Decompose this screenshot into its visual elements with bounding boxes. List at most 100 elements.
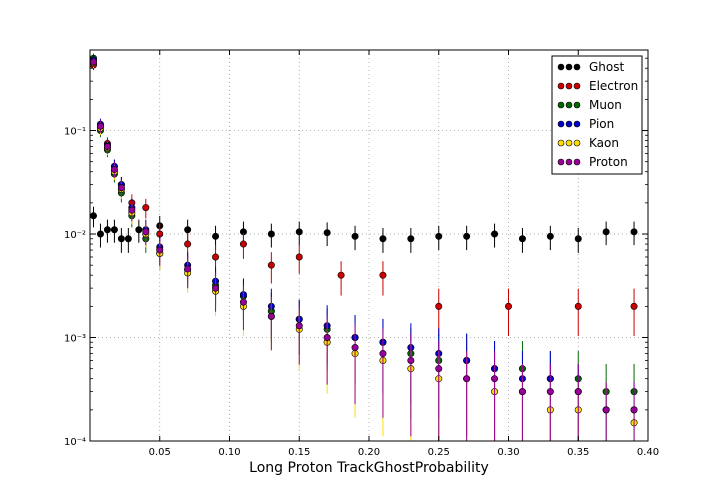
legend-marker	[565, 120, 573, 128]
data-point	[546, 232, 554, 240]
legend-marker	[573, 82, 581, 90]
data-point	[239, 298, 247, 306]
legend-marker	[557, 139, 565, 147]
data-point	[491, 230, 499, 238]
data-point	[463, 375, 471, 383]
legend-marker	[557, 158, 565, 166]
data-point	[295, 322, 303, 330]
x-tick-label: 0.25	[428, 447, 450, 458]
data-point	[351, 232, 359, 240]
data-point	[212, 253, 220, 261]
data-point	[379, 350, 387, 358]
data-point	[630, 302, 638, 310]
legend-marker	[565, 63, 573, 71]
data-point	[212, 284, 220, 292]
plot-area	[89, 53, 638, 441]
data-point	[184, 265, 192, 273]
legend-marker	[573, 120, 581, 128]
legend-label: Ghost	[589, 60, 624, 74]
data-point	[435, 302, 443, 310]
data-point	[135, 226, 143, 234]
data-point	[574, 235, 582, 243]
data-point	[407, 235, 415, 243]
data-point	[351, 344, 359, 352]
data-point	[574, 388, 582, 396]
legend-marker	[573, 158, 581, 166]
x-tick-label: 0.30	[497, 447, 519, 458]
data-point	[128, 206, 136, 214]
data-point	[184, 240, 192, 248]
legend-marker	[565, 158, 573, 166]
data-point	[267, 312, 275, 320]
legend-marker	[557, 63, 565, 71]
data-point	[518, 235, 526, 243]
data-point	[156, 246, 164, 254]
legend-marker	[557, 82, 565, 90]
data-point	[504, 302, 512, 310]
data-point	[337, 271, 345, 279]
y-tick-label: 10⁻²	[64, 230, 86, 241]
legend-marker	[565, 82, 573, 90]
legend-marker	[573, 101, 581, 109]
data-point	[89, 58, 97, 66]
series-ghost	[89, 206, 638, 253]
data-point	[110, 166, 118, 174]
data-point	[184, 226, 192, 234]
legend-marker	[573, 139, 581, 147]
series-proton	[89, 57, 638, 441]
data-point	[602, 228, 610, 236]
x-tick-label: 0.35	[567, 447, 589, 458]
data-point	[323, 229, 331, 237]
x-tick-label: 0.20	[358, 447, 380, 458]
axis-ticks: 0.05 0.10 0.15 0.20 0.25 0.30 0.35 0.40 10⁻⁴ 10⁻³…	[64, 50, 659, 458]
y-tick-label: 10⁻⁴	[64, 437, 86, 448]
data-point	[491, 375, 499, 383]
legend-marker	[565, 139, 573, 147]
data-point	[518, 388, 526, 396]
data-point	[323, 334, 331, 342]
data-point	[89, 212, 97, 220]
x-axis-title: Long Proton TrackGhostProbability	[249, 460, 489, 476]
x-tick-label: 0.40	[637, 447, 659, 458]
legend-label: Electron	[589, 79, 638, 93]
x-tick-label: 0.05	[149, 447, 171, 458]
data-point	[435, 365, 443, 373]
legend-label: Muon	[589, 98, 622, 112]
legend: Ghost Electron Muon Pion Kaon Proton	[551, 55, 643, 175]
data-point	[295, 228, 303, 236]
y-tick-label: 10⁻³	[64, 334, 86, 345]
data-point	[117, 235, 125, 243]
data-point	[630, 228, 638, 236]
x-tick-label: 0.15	[288, 447, 310, 458]
data-point	[124, 235, 132, 243]
legend-label: Proton	[589, 155, 628, 169]
data-point	[630, 406, 638, 414]
data-point	[574, 302, 582, 310]
data-point	[96, 230, 104, 238]
data-point	[546, 388, 554, 396]
data-point	[602, 406, 610, 414]
legend-box	[551, 55, 643, 175]
data-point	[267, 230, 275, 238]
data-point	[463, 232, 471, 240]
data-point	[239, 240, 247, 248]
data-point	[142, 228, 150, 236]
data-point	[103, 143, 111, 151]
data-point	[267, 261, 275, 269]
data-point	[96, 122, 104, 130]
y-tick-label: 10⁻¹	[64, 127, 86, 138]
legend-marker	[565, 101, 573, 109]
data-point	[295, 253, 303, 261]
data-point	[103, 226, 111, 234]
legend-marker	[573, 63, 581, 71]
data-point	[142, 204, 150, 212]
data-point	[407, 356, 415, 364]
legend-label: Pion	[589, 117, 614, 131]
legend-label: Kaon	[589, 136, 619, 150]
data-point	[212, 232, 220, 240]
data-point	[379, 271, 387, 279]
data-point	[435, 232, 443, 240]
data-point	[117, 184, 125, 192]
legend-marker	[557, 101, 565, 109]
